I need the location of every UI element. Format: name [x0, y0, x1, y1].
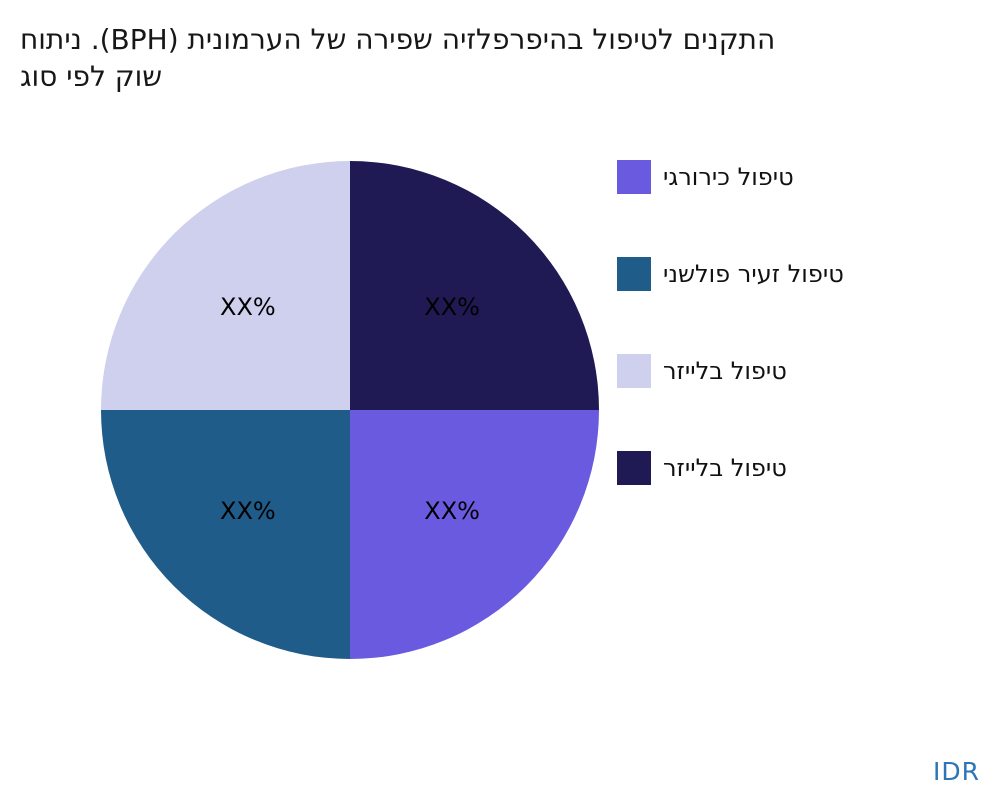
- legend-item: טיפול בלייזר: [617, 451, 844, 485]
- legend-item: טיפול כירורגי: [617, 160, 844, 194]
- legend-label: טיפול בלייזר: [663, 454, 787, 482]
- pie-slice: [350, 161, 599, 410]
- legend-item: טיפול בלייזר: [617, 354, 844, 388]
- pie-slice-label: XX%: [220, 293, 276, 321]
- chart-title-line-1: התקנים לטיפול בהיפרפלזיה שפירה של הערמונ…: [20, 23, 776, 56]
- pie-slice: [101, 161, 350, 410]
- legend-color-swatch: [617, 451, 651, 485]
- chart-legend: טיפול כירורגי טיפול זעיר פולשני טיפול בל…: [617, 160, 844, 548]
- legend-label: טיפול זעיר פולשני: [663, 260, 844, 288]
- legend-color-swatch: [617, 160, 651, 194]
- pie-chart-area: XX% XX% XX% XX%: [100, 160, 600, 660]
- pie-chart: XX% XX% XX% XX%: [101, 161, 599, 659]
- legend-item: טיפול זעיר פולשני: [617, 257, 844, 291]
- legend-label: טיפול בלייזר: [663, 357, 787, 385]
- legend-color-swatch: [617, 257, 651, 291]
- legend-color-swatch: [617, 354, 651, 388]
- watermark-idr: IDR: [933, 757, 980, 786]
- chart-title-line-2: שוק לפי סוג: [20, 59, 163, 93]
- pie-slice: [350, 410, 599, 659]
- pie-slice-label: XX%: [220, 497, 276, 525]
- pie-slice: [101, 410, 350, 659]
- pie-slice-label: XX%: [424, 497, 480, 525]
- pie-slice-label: XX%: [424, 293, 480, 321]
- legend-label: טיפול כירורגי: [663, 163, 794, 191]
- chart-title: התקנים לטיפול בהיפרפלזיה שפירה של הערמונ…: [20, 22, 988, 96]
